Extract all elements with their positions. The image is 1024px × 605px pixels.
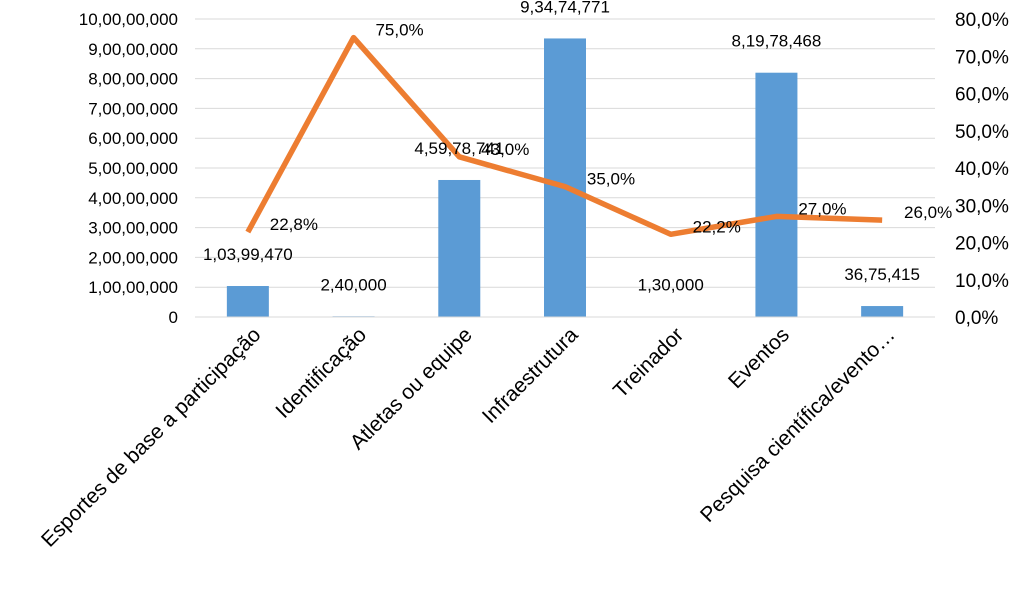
left-axis-tick-label: 2,00,00,000 (88, 248, 178, 267)
right-axis-tick-label: 20,0% (955, 234, 1009, 255)
line-value-label: 26,0% (904, 203, 952, 222)
left-axis-tick-label: 9,00,00,000 (88, 40, 178, 59)
left-axis-tick-label: 6,00,00,000 (88, 129, 178, 148)
bar-value-label: 1,03,99,470 (203, 245, 293, 264)
left-axis-tick-label: 5,00,00,000 (88, 159, 178, 178)
right-axis-tick-label: 50,0% (955, 122, 1009, 143)
category-label: Identificação (271, 323, 371, 423)
line-value-label: 27,0% (798, 199, 846, 218)
line-value-label: 22,8% (270, 215, 318, 234)
line-value-label: 43,0% (481, 140, 529, 159)
left-axis-tick-label: 8,00,00,000 (88, 70, 178, 89)
category-label: Esportes de base a participação (37, 323, 265, 551)
bar (227, 286, 269, 317)
category-label: Pesquisa científica/evento… (696, 323, 900, 527)
bar (438, 180, 480, 317)
left-axis-tick-label: 3,00,00,000 (88, 219, 178, 238)
bar-value-label: 1,30,000 (638, 276, 704, 295)
line-value-label: 22,2% (693, 217, 741, 236)
bar (861, 306, 903, 317)
right-axis-tick-label: 80,0% (955, 10, 1009, 31)
line-value-label: 35,0% (587, 170, 635, 189)
bar-value-label: 8,19,78,468 (732, 32, 822, 51)
right-axis-tick-label: 0,0% (955, 308, 998, 329)
bar-value-label: 36,75,415 (844, 265, 920, 284)
left-axis-tick-label: 10,00,00,000 (79, 10, 178, 29)
line-value-label: 75,0% (375, 21, 423, 40)
right-axis-tick-label: 30,0% (955, 196, 1009, 217)
right-axis-tick-label: 60,0% (955, 85, 1009, 106)
right-axis-tick-label: 40,0% (955, 159, 1009, 180)
bar-value-label: 2,40,000 (320, 275, 386, 294)
bar (755, 73, 797, 317)
bar-value-label: 9,34,74,771 (520, 0, 610, 16)
category-label: Treinador (609, 323, 688, 402)
bar (544, 38, 586, 317)
category-label: Eventos (724, 323, 794, 393)
left-axis-tick-label: 0 (169, 308, 178, 327)
left-axis-tick-label: 7,00,00,000 (88, 99, 178, 118)
right-axis-tick-label: 10,0% (955, 271, 1009, 292)
category-label: Infraestrutura (478, 323, 583, 428)
left-axis-tick-label: 1,00,00,000 (88, 278, 178, 297)
left-axis-tick-label: 4,00,00,000 (88, 189, 178, 208)
right-axis-tick-label: 70,0% (955, 47, 1009, 68)
